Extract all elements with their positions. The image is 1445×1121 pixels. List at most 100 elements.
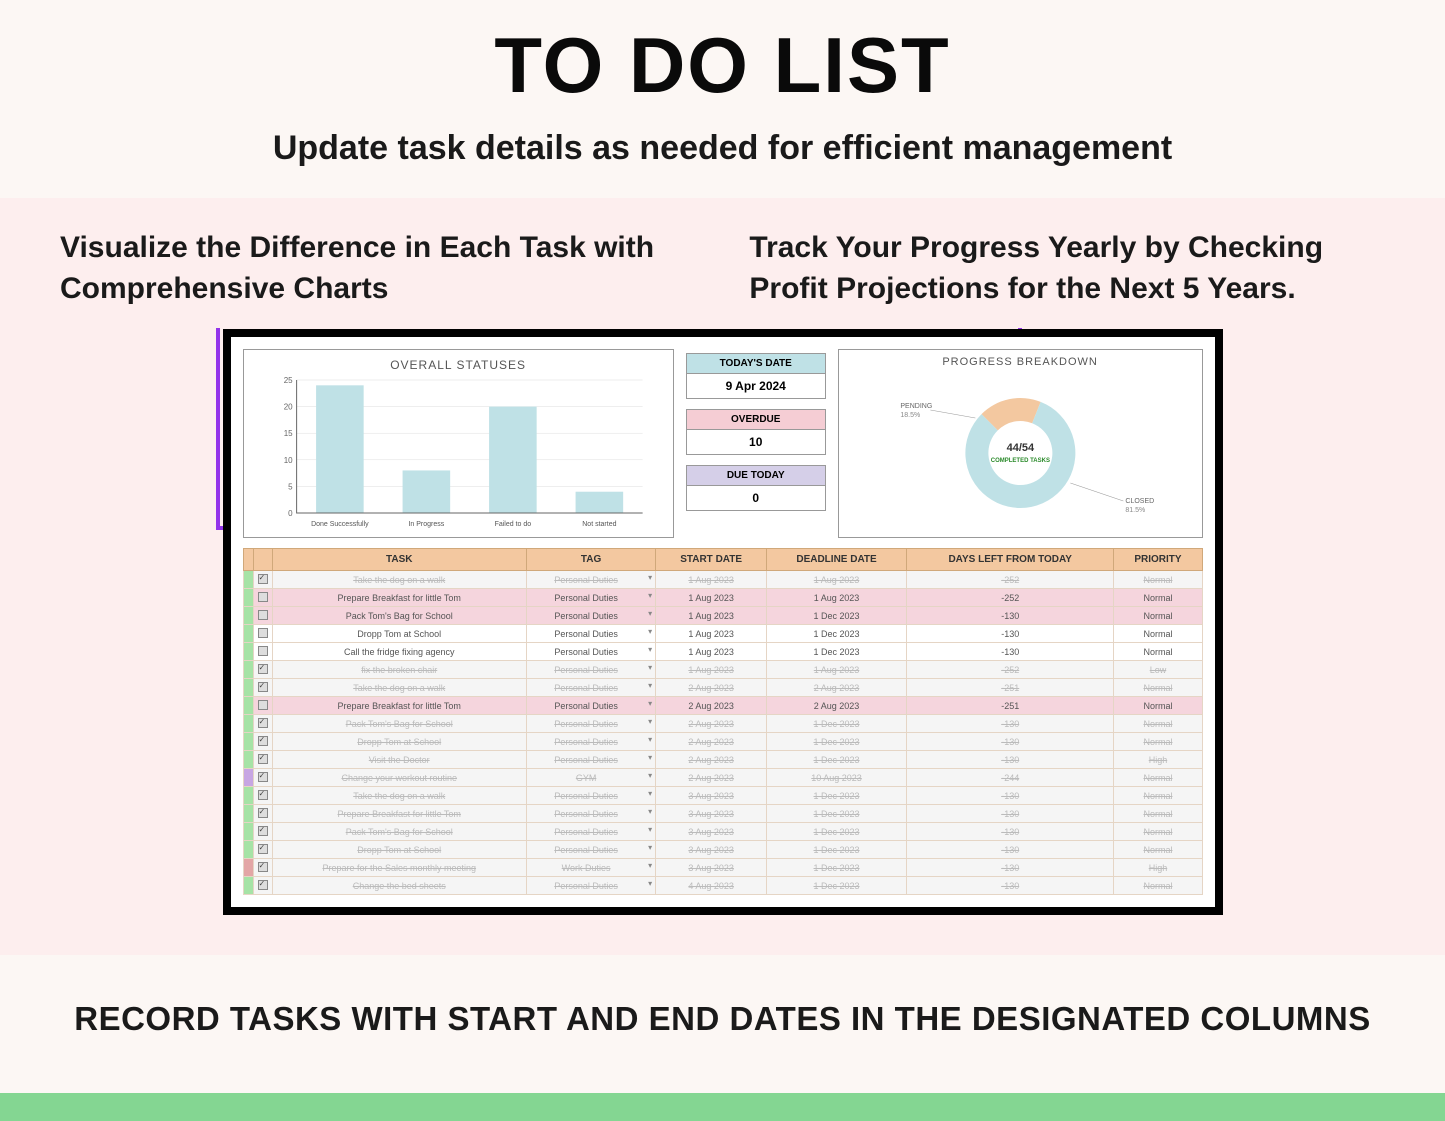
table-row[interactable]: fix the broken chairPersonal Duties1 Aug… [243, 661, 1202, 679]
checkbox-icon[interactable] [258, 844, 268, 854]
table-row[interactable]: Prepare for the Sales monthly meetingWor… [243, 859, 1202, 877]
cell-tag[interactable]: Work Duties [526, 859, 655, 877]
checkbox-icon[interactable] [258, 718, 268, 728]
checkbox-icon[interactable] [258, 574, 268, 584]
cell-tag[interactable]: Personal Duties [526, 679, 655, 697]
cell-deadline: 1 Dec 2023 [767, 607, 907, 625]
svg-text:15: 15 [283, 429, 292, 438]
cell-tag[interactable]: Personal Duties [526, 715, 655, 733]
checkbox-icon[interactable] [258, 754, 268, 764]
svg-text:81.5%: 81.5% [1125, 507, 1145, 514]
cell-deadline: 1 Dec 2023 [767, 625, 907, 643]
table-row[interactable]: Visit the DoctorPersonal Duties2 Aug 202… [243, 751, 1202, 769]
cell-deadline: 10 Aug 2023 [767, 769, 907, 787]
table-row[interactable]: Change the bed sheetsPersonal Duties4 Au… [243, 877, 1202, 895]
svg-text:In Progress: In Progress [408, 521, 444, 528]
checkbox-icon[interactable] [258, 700, 268, 710]
table-row[interactable]: Pack Tom's Bag for SchoolPersonal Duties… [243, 823, 1202, 841]
cell-tag[interactable]: Personal Duties [526, 625, 655, 643]
cell-tag[interactable]: Personal Duties [526, 841, 655, 859]
cell-start: 2 Aug 2023 [656, 751, 767, 769]
column-header: TAG [526, 549, 655, 571]
cell-days: -130 [906, 733, 1113, 751]
due-today-label: DUE TODAY [687, 466, 825, 485]
cell-priority: Normal [1114, 589, 1202, 607]
cell-tag[interactable]: Personal Duties [526, 823, 655, 841]
table-row[interactable]: Pack Tom's Bag for SchoolPersonal Duties… [243, 715, 1202, 733]
cell-priority: Normal [1114, 625, 1202, 643]
table-row[interactable]: Prepare Breakfast for little TomPersonal… [243, 589, 1202, 607]
table-row[interactable]: Change your workout routineGYM2 Aug 2023… [243, 769, 1202, 787]
callout-right: Track Your Progress Yearly by Checking P… [749, 228, 1395, 309]
table-row[interactable]: Take the dog on a walkPersonal Duties2 A… [243, 679, 1202, 697]
cell-task: Pack Tom's Bag for School [272, 607, 526, 625]
cell-tag[interactable]: Personal Duties [526, 787, 655, 805]
cell-days: -251 [906, 679, 1113, 697]
cell-deadline: 2 Aug 2023 [767, 679, 907, 697]
cell-start: 3 Aug 2023 [656, 841, 767, 859]
cell-start: 3 Aug 2023 [656, 805, 767, 823]
overall-statuses-chart: OVERALL STATUSES 0510152025Done Successf… [243, 349, 674, 538]
cell-days: -130 [906, 859, 1113, 877]
checkbox-icon[interactable] [258, 736, 268, 746]
cell-start: 2 Aug 2023 [656, 679, 767, 697]
donut-svg: 44/54COMPLETED TASKSPENDING18.5%CLOSED81… [845, 368, 1196, 528]
checkbox-icon[interactable] [258, 826, 268, 836]
table-row[interactable]: Dropp Tom at SchoolPersonal Duties3 Aug … [243, 841, 1202, 859]
cell-tag[interactable]: Personal Duties [526, 607, 655, 625]
checkbox-icon[interactable] [258, 880, 268, 890]
cell-tag[interactable]: GYM [526, 769, 655, 787]
checkbox-icon[interactable] [258, 664, 268, 674]
cell-days: -252 [906, 571, 1113, 589]
spreadsheet-screenshot: OVERALL STATUSES 0510152025Done Successf… [223, 329, 1223, 915]
table-body: Take the dog on a walkPersonal Duties1 A… [243, 571, 1202, 895]
cell-tag[interactable]: Personal Duties [526, 571, 655, 589]
cell-deadline: 1 Aug 2023 [767, 589, 907, 607]
header-section: TO DO LIST Update task details as needed… [0, 0, 1445, 198]
cell-tag[interactable]: Personal Duties [526, 751, 655, 769]
cell-start: 3 Aug 2023 [656, 787, 767, 805]
checkbox-icon[interactable] [258, 682, 268, 692]
checkbox-icon[interactable] [258, 862, 268, 872]
checkbox-icon[interactable] [258, 592, 268, 602]
bottom-banner: RECORD TASKS WITH START AND END DATES IN… [0, 955, 1445, 1093]
table-row[interactable]: Dropp Tom at SchoolPersonal Duties2 Aug … [243, 733, 1202, 751]
cell-priority: Normal [1114, 679, 1202, 697]
cell-deadline: 1 Dec 2023 [767, 877, 907, 895]
checkbox-icon[interactable] [258, 790, 268, 800]
checkbox-icon[interactable] [258, 646, 268, 656]
cell-task: Prepare Breakfast for little Tom [272, 697, 526, 715]
svg-text:25: 25 [283, 376, 292, 385]
cell-priority: Normal [1114, 769, 1202, 787]
cell-priority: Normal [1114, 877, 1202, 895]
cell-tag[interactable]: Personal Duties [526, 643, 655, 661]
svg-text:5: 5 [288, 482, 293, 491]
cell-tag[interactable]: Personal Duties [526, 877, 655, 895]
cell-days: -130 [906, 841, 1113, 859]
cell-start: 2 Aug 2023 [656, 697, 767, 715]
table-row[interactable]: Prepare Breakfast for little TomPersonal… [243, 805, 1202, 823]
column-header: TASK [272, 549, 526, 571]
cell-tag[interactable]: Personal Duties [526, 733, 655, 751]
cell-tag[interactable]: Personal Duties [526, 805, 655, 823]
checkbox-icon[interactable] [258, 808, 268, 818]
checkbox-icon[interactable] [258, 610, 268, 620]
column-header: PRIORITY [1114, 549, 1202, 571]
cell-task: Pack Tom's Bag for School [272, 715, 526, 733]
table-row[interactable]: Dropp Tom at SchoolPersonal Duties1 Aug … [243, 625, 1202, 643]
cell-tag[interactable]: Personal Duties [526, 589, 655, 607]
table-row[interactable]: Prepare Breakfast for little TomPersonal… [243, 697, 1202, 715]
cell-tag[interactable]: Personal Duties [526, 661, 655, 679]
cell-start: 1 Aug 2023 [656, 661, 767, 679]
checkbox-icon[interactable] [258, 628, 268, 638]
table-row[interactable]: Call the fridge fixing agencyPersonal Du… [243, 643, 1202, 661]
table-row[interactable]: Pack Tom's Bag for SchoolPersonal Duties… [243, 607, 1202, 625]
cell-tag[interactable]: Personal Duties [526, 697, 655, 715]
checkbox-icon[interactable] [258, 772, 268, 782]
cell-days: -244 [906, 769, 1113, 787]
cell-days: -130 [906, 787, 1113, 805]
cell-priority: High [1114, 859, 1202, 877]
table-row[interactable]: Take the dog on a walkPersonal Duties3 A… [243, 787, 1202, 805]
cell-deadline: 1 Dec 2023 [767, 751, 907, 769]
table-row[interactable]: Take the dog on a walkPersonal Duties1 A… [243, 571, 1202, 589]
